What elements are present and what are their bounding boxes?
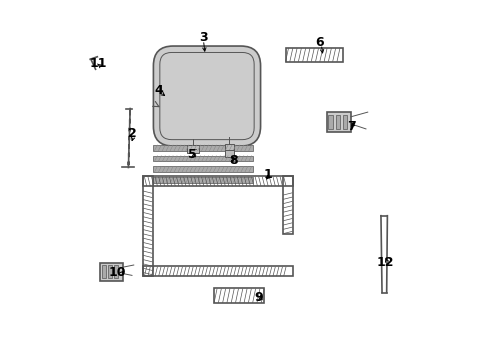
Bar [285,48,342,62]
Text: 5: 5 [188,148,197,162]
Bar [114,265,118,278]
Bar [142,176,292,186]
Bar [328,115,332,129]
Text: 3: 3 [199,31,207,44]
Bar [142,266,292,276]
Bar [102,265,105,278]
Text: 2: 2 [127,127,136,140]
Text: 10: 10 [109,266,126,279]
Bar [326,112,350,132]
Bar [342,115,346,129]
Bar [153,166,253,172]
FancyBboxPatch shape [153,46,260,146]
Bar [153,156,253,161]
Text: 9: 9 [254,291,263,305]
Text: 7: 7 [346,120,355,133]
Bar [142,176,152,276]
Bar [282,176,292,234]
Text: 12: 12 [376,256,393,269]
Text: 11: 11 [89,57,106,71]
Bar [153,177,253,183]
Text: 8: 8 [229,154,238,167]
Bar [100,263,123,281]
Bar [108,265,112,278]
Bar [187,145,198,153]
Bar [335,115,340,129]
Bar [153,145,253,151]
Text: 4: 4 [154,84,163,97]
Bar [224,144,234,157]
Text: 6: 6 [315,36,323,49]
Bar [214,288,264,303]
Text: 1: 1 [263,168,271,181]
